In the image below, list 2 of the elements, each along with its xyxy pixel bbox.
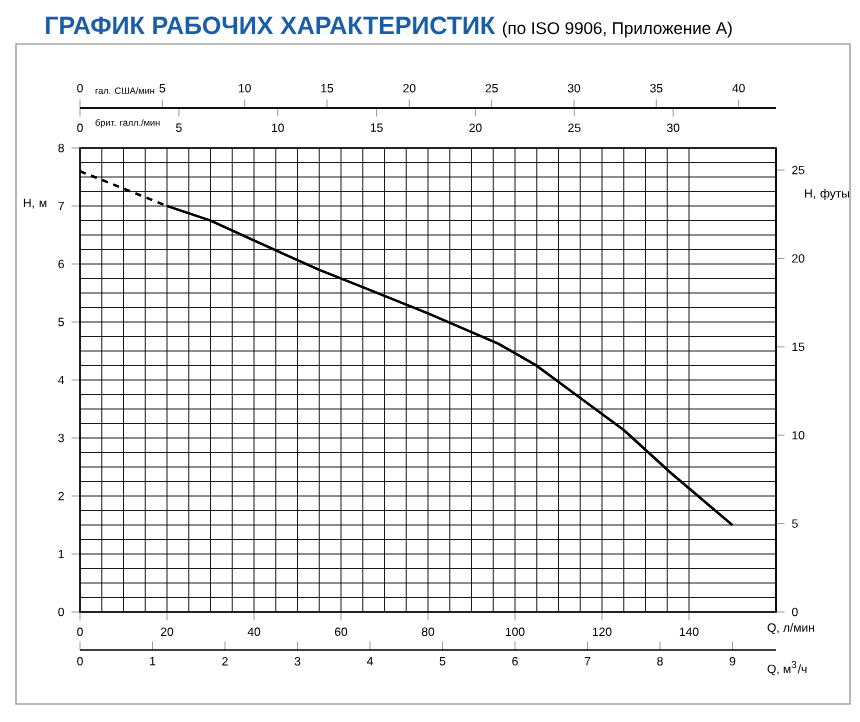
chart-subtitle: (по ISO 9906, Приложение А) <box>502 21 732 38</box>
chart-title: ГРАФИК РАБОЧИХ ХАРАКТЕРИСТИК <box>46 16 496 35</box>
